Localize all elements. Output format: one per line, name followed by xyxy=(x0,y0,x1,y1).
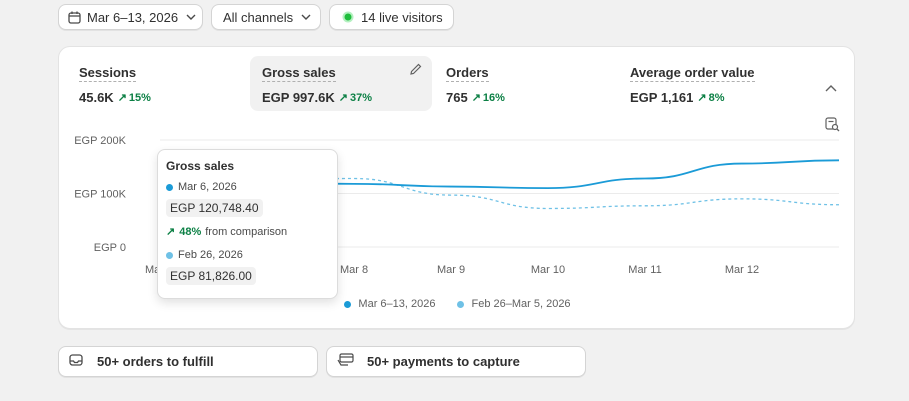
tooltip-compare-value: EGP 81,826.00 xyxy=(166,267,256,285)
arrow-up-right-icon: ↗ xyxy=(338,92,348,104)
metric-change: ↗ 37% xyxy=(338,91,373,105)
channels-dropdown[interactable]: All channels xyxy=(211,4,321,30)
metric-label: Orders xyxy=(446,65,489,82)
orders-to-fulfill-label: 50+ orders to fulfill xyxy=(97,354,214,369)
payment-icon xyxy=(337,353,355,370)
metric-orders[interactable]: Orders 765 ↗ 16% xyxy=(434,56,612,111)
y-tick-label: EGP 0 xyxy=(94,242,126,254)
metric-value: 765 xyxy=(446,90,468,105)
payments-to-capture-label: 50+ payments to capture xyxy=(367,354,520,369)
legend-dot-icon xyxy=(457,300,465,308)
y-tick-label: EGP 200K xyxy=(74,135,126,147)
legend-dot-icon xyxy=(344,300,352,308)
chevron-down-icon xyxy=(301,14,311,20)
orders-to-fulfill-button[interactable]: 50+ orders to fulfill xyxy=(58,346,318,377)
x-tick-label: Mar 10 xyxy=(531,264,565,276)
metric-value: EGP 1,161 xyxy=(630,90,694,105)
tooltip-current-value: EGP 120,748.40 xyxy=(166,199,263,217)
series-dot-icon xyxy=(166,183,173,191)
chart-tooltip: Gross sales Mar 6, 2026 EGP 120,748.40 ↗… xyxy=(157,149,338,299)
x-tick-label: Mar 11 xyxy=(628,264,661,276)
metric-label: Sessions xyxy=(79,65,137,82)
arrow-up-right-icon: ↗ xyxy=(166,226,176,238)
chart-settings-icon[interactable] xyxy=(825,117,840,137)
y-tick-label: EGP 100K xyxy=(74,189,126,201)
analytics-card: Sessions 45.6K ↗ 15% Gross sales EGP 997.… xyxy=(58,46,855,329)
live-visitors-button[interactable]: 14 live visitors xyxy=(329,4,454,30)
x-tick-label: Mar 12 xyxy=(725,264,759,276)
metric-average-order-value[interactable]: Average order value EGP 1,161 ↗ 8% xyxy=(618,56,796,111)
series-dot-icon xyxy=(166,251,173,259)
live-status-dot-icon xyxy=(342,11,354,23)
arrow-up-right-icon: ↗ xyxy=(471,92,481,104)
pencil-edit-icon[interactable] xyxy=(409,62,423,81)
inbox-icon xyxy=(69,353,83,370)
metric-sessions[interactable]: Sessions 45.6K ↗ 15% xyxy=(67,56,245,111)
metric-gross-sales[interactable]: Gross sales EGP 997.6K ↗ 37% xyxy=(250,56,432,111)
metric-label: Average order value xyxy=(630,65,755,82)
x-tick-label: Mar 9 xyxy=(437,264,465,276)
tooltip-title: Gross sales xyxy=(166,159,235,173)
collapse-chevron-up-icon[interactable] xyxy=(825,79,837,97)
legend-item-comparison[interactable]: Feb 26–Mar 5, 2026 xyxy=(457,298,571,310)
channels-label: All channels xyxy=(223,9,294,25)
x-tick-label: Mar 8 xyxy=(340,264,368,276)
metric-change: ↗ 8% xyxy=(697,91,725,105)
metric-change: ↗ 16% xyxy=(471,91,505,105)
arrow-up-right-icon: ↗ xyxy=(117,92,127,104)
payments-to-capture-button[interactable]: 50+ payments to capture xyxy=(326,346,586,377)
date-range-picker[interactable]: Mar 6–13, 2026 xyxy=(58,4,203,30)
chart-legend: Mar 6–13, 2026 Feb 26–Mar 5, 2026 xyxy=(59,298,856,310)
tooltip-comparison: ↗ 48% from comparison xyxy=(166,225,288,239)
chevron-down-icon xyxy=(186,14,196,20)
tooltip-current-date: Mar 6, 2026 xyxy=(166,181,329,193)
arrow-up-right-icon: ↗ xyxy=(697,92,707,104)
metric-value: 45.6K xyxy=(79,90,114,105)
tooltip-compare-date: Feb 26, 2026 xyxy=(166,249,329,261)
legend-item-current[interactable]: Mar 6–13, 2026 xyxy=(344,298,435,310)
date-range-label: Mar 6–13, 2026 xyxy=(87,9,179,25)
calendar-icon xyxy=(68,11,81,24)
live-visitors-label: 14 live visitors xyxy=(361,9,443,25)
metric-change: ↗ 15% xyxy=(117,91,151,105)
metric-label: Gross sales xyxy=(262,65,336,82)
metric-value: EGP 997.6K xyxy=(262,90,335,105)
